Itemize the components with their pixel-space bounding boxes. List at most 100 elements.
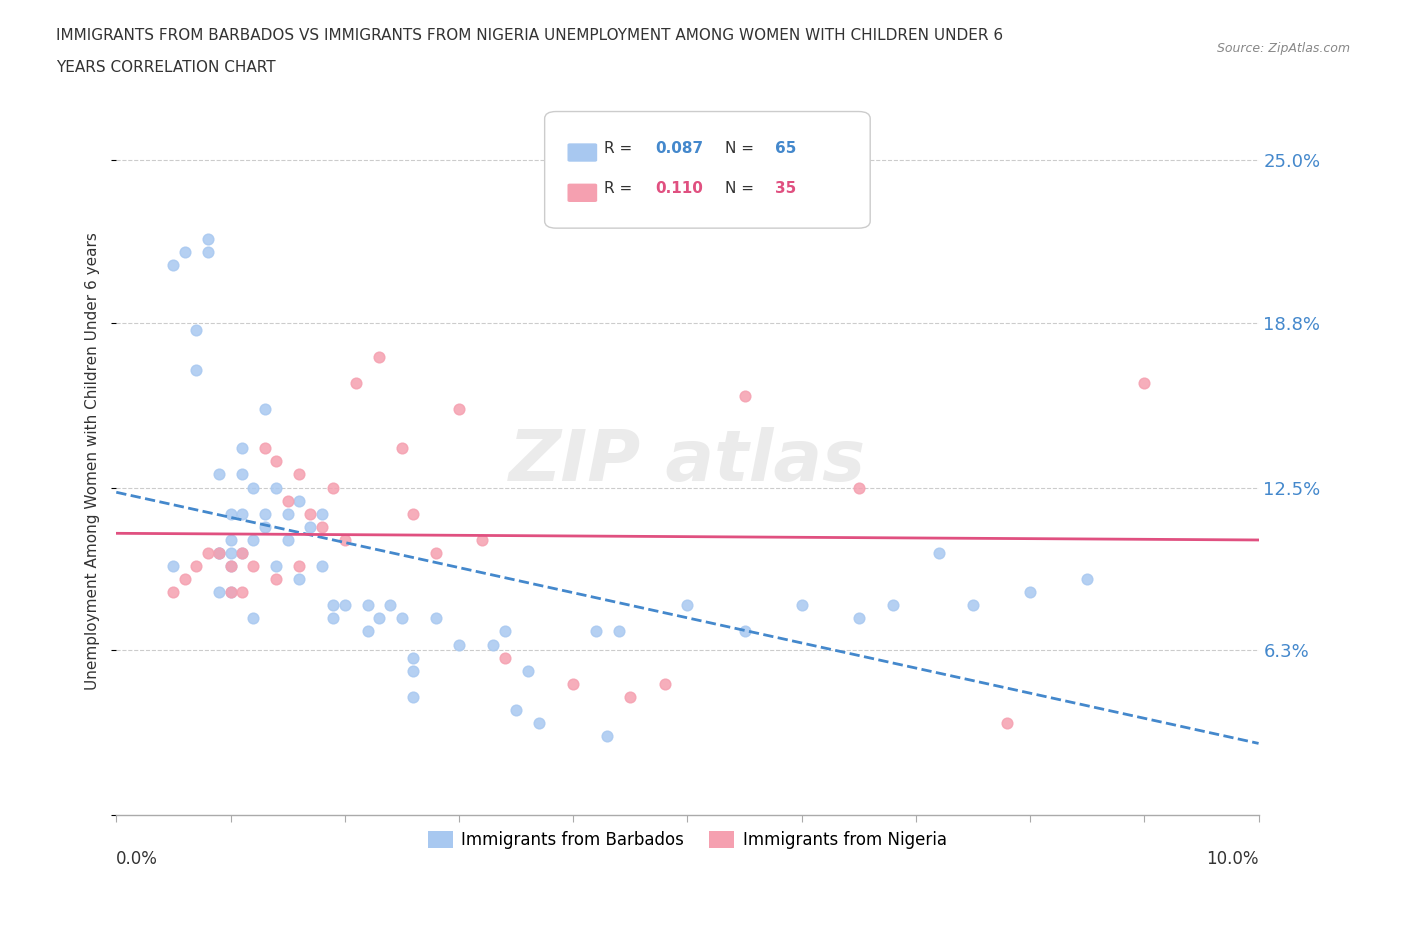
Point (344, 376, 367, 391)
Point (1133, 376, 1156, 391)
Point (208, 546, 231, 561)
Text: R =: R = (605, 140, 637, 156)
Point (264, 480, 287, 495)
Point (311, 559, 333, 574)
Point (253, 506, 276, 521)
Point (356, 624, 378, 639)
Text: 65: 65 (775, 140, 797, 156)
Point (242, 611, 264, 626)
Point (516, 663, 538, 678)
Point (790, 598, 813, 613)
Point (208, 546, 231, 561)
Point (322, 480, 344, 495)
Point (264, 572, 287, 587)
Point (173, 245, 195, 259)
Point (264, 454, 287, 469)
Point (333, 533, 356, 548)
Point (425, 546, 447, 561)
Point (299, 506, 322, 521)
Point (527, 716, 550, 731)
Point (562, 676, 585, 691)
Point (848, 480, 870, 495)
Point (219, 546, 242, 561)
FancyBboxPatch shape (568, 143, 598, 162)
Legend: Immigrants from Barbados, Immigrants from Nigeria: Immigrants from Barbados, Immigrants fro… (422, 824, 953, 856)
Point (253, 402, 276, 417)
Text: Source: ZipAtlas.com: Source: ZipAtlas.com (1216, 42, 1350, 55)
Point (619, 689, 641, 704)
Point (447, 637, 470, 652)
Point (585, 624, 607, 639)
Point (447, 402, 470, 417)
Point (380, 598, 402, 613)
Point (607, 624, 630, 639)
Point (734, 389, 756, 404)
Point (253, 519, 276, 534)
Point (231, 546, 253, 561)
Point (231, 467, 253, 482)
FancyBboxPatch shape (568, 183, 598, 202)
Point (1076, 572, 1098, 587)
Point (471, 533, 494, 548)
Text: 0.087: 0.087 (655, 140, 703, 156)
Point (734, 624, 756, 639)
Point (928, 546, 950, 561)
Point (676, 598, 699, 613)
Text: N =: N = (725, 181, 759, 196)
Point (654, 676, 676, 691)
Point (425, 611, 447, 626)
Point (253, 441, 276, 456)
Point (848, 611, 870, 626)
Point (219, 533, 242, 548)
Point (391, 441, 413, 456)
Point (368, 611, 391, 626)
Point (277, 506, 299, 521)
Point (505, 702, 527, 717)
Point (356, 598, 378, 613)
Point (402, 689, 425, 704)
Point (494, 624, 516, 639)
Point (186, 323, 208, 338)
Point (242, 559, 264, 574)
Point (311, 506, 333, 521)
FancyBboxPatch shape (544, 112, 870, 228)
Point (197, 245, 219, 259)
Point (219, 559, 242, 574)
Point (288, 493, 311, 508)
Point (368, 349, 391, 364)
Point (242, 480, 264, 495)
Point (231, 546, 253, 561)
Point (311, 519, 333, 534)
Point (162, 559, 184, 574)
Point (186, 363, 208, 378)
Point (402, 663, 425, 678)
Point (402, 650, 425, 665)
Point (162, 585, 184, 600)
Point (322, 611, 344, 626)
Text: ZIP atlas: ZIP atlas (509, 427, 866, 496)
Point (322, 598, 344, 613)
Point (995, 716, 1018, 731)
Point (962, 598, 984, 613)
Text: 35: 35 (775, 181, 797, 196)
Point (173, 572, 195, 587)
Point (264, 559, 287, 574)
Y-axis label: Unemployment Among Women with Children Under 6 years: Unemployment Among Women with Children U… (86, 232, 100, 690)
Point (596, 729, 619, 744)
Point (219, 585, 242, 600)
Point (277, 533, 299, 548)
Point (231, 441, 253, 456)
Point (219, 559, 242, 574)
Point (288, 467, 311, 482)
Text: YEARS CORRELATION CHART: YEARS CORRELATION CHART (56, 60, 276, 75)
Text: 10.0%: 10.0% (1206, 850, 1258, 868)
Text: 0.0%: 0.0% (117, 850, 157, 868)
Point (299, 519, 322, 534)
Point (482, 637, 505, 652)
Point (402, 506, 425, 521)
Point (882, 598, 904, 613)
Point (277, 493, 299, 508)
Point (242, 533, 264, 548)
Text: N =: N = (725, 140, 759, 156)
Text: R =: R = (605, 181, 637, 196)
